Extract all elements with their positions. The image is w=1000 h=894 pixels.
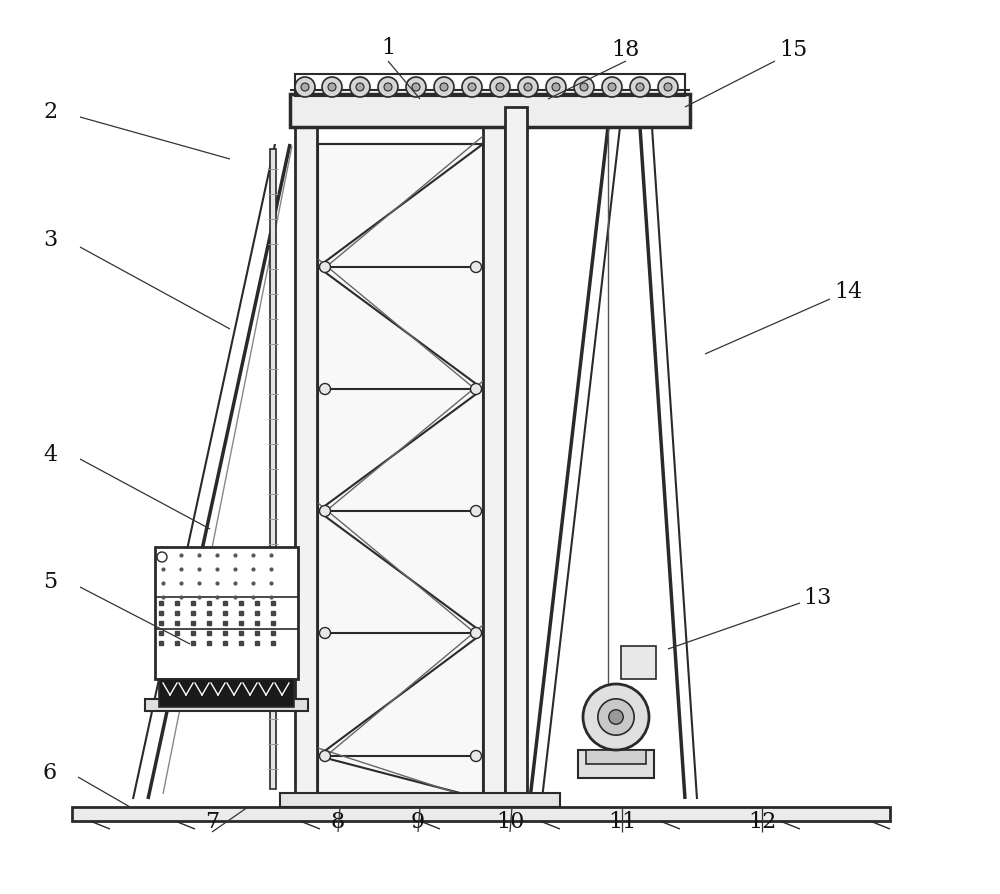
Circle shape <box>609 710 623 724</box>
Circle shape <box>471 262 482 274</box>
Text: 12: 12 <box>748 810 776 832</box>
Bar <box>270 150 276 789</box>
Text: 1: 1 <box>381 37 395 59</box>
Text: 2: 2 <box>43 101 57 122</box>
Text: 15: 15 <box>779 39 807 61</box>
Circle shape <box>598 699 634 736</box>
Circle shape <box>524 84 532 92</box>
Text: 18: 18 <box>612 39 640 61</box>
Circle shape <box>301 84 309 92</box>
Circle shape <box>546 78 566 97</box>
Bar <box>505 108 527 799</box>
Circle shape <box>468 84 476 92</box>
Circle shape <box>320 751 331 762</box>
Circle shape <box>356 84 364 92</box>
Circle shape <box>350 78 370 97</box>
Text: 4: 4 <box>43 443 57 466</box>
Bar <box>295 108 317 799</box>
Circle shape <box>295 78 315 97</box>
Circle shape <box>378 78 398 97</box>
Circle shape <box>608 84 616 92</box>
Text: 11: 11 <box>608 810 636 832</box>
Circle shape <box>434 78 454 97</box>
Circle shape <box>320 262 331 274</box>
Circle shape <box>574 78 594 97</box>
Text: 13: 13 <box>804 586 832 608</box>
Text: 7: 7 <box>205 810 219 832</box>
Circle shape <box>602 78 622 97</box>
Circle shape <box>440 84 448 92</box>
Circle shape <box>580 84 588 92</box>
Bar <box>586 750 646 764</box>
Text: 9: 9 <box>411 810 425 832</box>
Bar <box>318 145 483 799</box>
Circle shape <box>322 78 342 97</box>
Bar <box>155 547 298 679</box>
Circle shape <box>328 84 336 92</box>
Circle shape <box>384 84 392 92</box>
Bar <box>578 750 654 778</box>
Bar <box>280 793 560 807</box>
Circle shape <box>157 552 167 562</box>
Text: 10: 10 <box>496 810 524 832</box>
Circle shape <box>658 78 678 97</box>
Bar <box>159 679 294 707</box>
Circle shape <box>406 78 426 97</box>
Text: 6: 6 <box>43 761 57 783</box>
Circle shape <box>320 384 331 395</box>
Circle shape <box>490 78 510 97</box>
Text: 14: 14 <box>834 281 862 303</box>
Circle shape <box>552 84 560 92</box>
Circle shape <box>320 506 331 517</box>
Circle shape <box>496 84 504 92</box>
Text: 8: 8 <box>331 810 345 832</box>
Circle shape <box>471 751 482 762</box>
Circle shape <box>320 628 331 639</box>
Bar <box>295 75 685 97</box>
Bar <box>621 646 656 679</box>
Bar <box>483 108 505 799</box>
Text: 5: 5 <box>43 570 57 593</box>
Bar <box>290 95 690 128</box>
Bar <box>145 699 308 712</box>
Circle shape <box>471 506 482 517</box>
Circle shape <box>518 78 538 97</box>
Circle shape <box>471 384 482 395</box>
Circle shape <box>412 84 420 92</box>
Circle shape <box>630 78 650 97</box>
Circle shape <box>583 684 649 750</box>
Circle shape <box>636 84 644 92</box>
Circle shape <box>664 84 672 92</box>
Circle shape <box>462 78 482 97</box>
Text: 3: 3 <box>43 229 57 250</box>
Bar <box>72 807 890 821</box>
Circle shape <box>471 628 482 639</box>
